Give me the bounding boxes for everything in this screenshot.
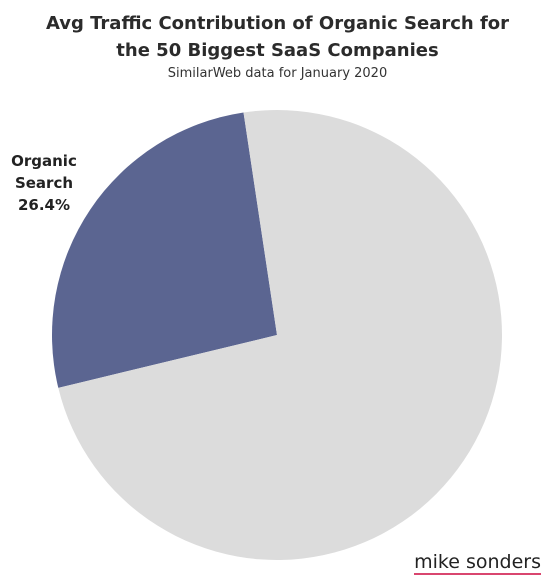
chart-title: Avg Traffic Contribution of Organic Sear…: [45, 13, 510, 61]
brand: mike sonders: [414, 551, 541, 575]
pie-slice: [51, 112, 278, 388]
slice-category: Organic Search: [11, 152, 77, 192]
slice-label: Organic Search 26.4%: [4, 150, 84, 216]
pie-slice: [58, 110, 502, 560]
slice-value-label: 26.4%: [17, 196, 71, 214]
chart-subtitle: SimilarWeb data for January 2020: [167, 66, 388, 81]
